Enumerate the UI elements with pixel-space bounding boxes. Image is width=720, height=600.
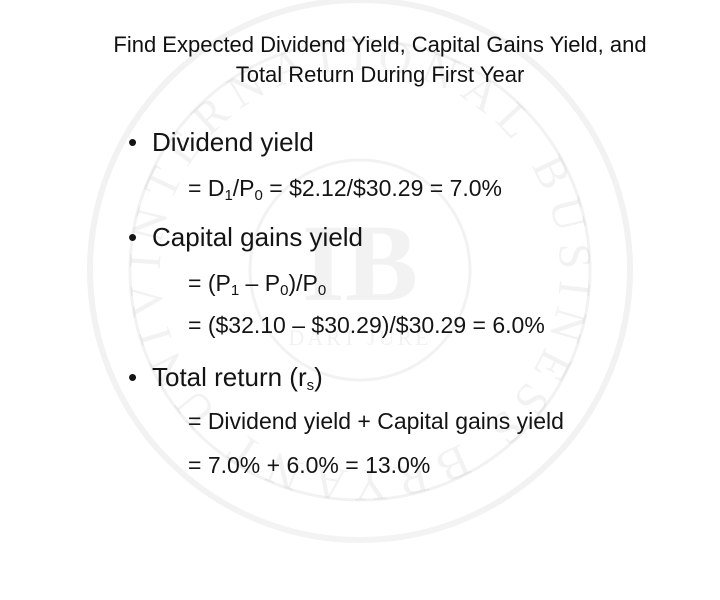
slide-title-line2: Total Return During First Year [235, 62, 525, 87]
dividend-yield-label: Dividend yield [152, 127, 314, 157]
dividend-yield-formula: = D1/P0 = $2.12/$30.29 = 7.0% [188, 174, 503, 204]
slide-title: Find Expected Dividend Yield, Capital Ga… [40, 30, 720, 90]
formula-text: )/P [288, 270, 318, 296]
formula-subscript: 1 [230, 282, 240, 299]
formula-text: = (P [188, 270, 231, 296]
watermark-seal: INTERNATIONAL BUSINESS BRYANT UNIVERSITY… [60, 0, 633, 543]
total-return-subscript: s [306, 377, 315, 394]
formula-subscript: 0 [254, 187, 263, 204]
formula-text: = D [188, 175, 225, 201]
formula-text: = $2.12/$30.29 = 7.0% [262, 175, 503, 201]
capital-gains-formula: = (P1 – P0)/P0 [188, 269, 327, 299]
watermark-center-letters: IB [302, 202, 418, 324]
total-return-calculation: = 7.0% + 6.0% = 13.0% [188, 452, 431, 478]
capital-gains-yield-label: Capital gains yield [152, 222, 364, 252]
total-return-label: Total return (r [152, 362, 307, 392]
formula-text: /P [232, 175, 255, 201]
bullet-dot: • [128, 222, 138, 252]
bullet-dividend-yield: • Dividend yield [128, 127, 314, 157]
bullet-capital-gains-yield: • Capital gains yield [128, 222, 363, 252]
total-return-formula: = Dividend yield + Capital gains yield [188, 408, 564, 434]
bullet-dot: • [128, 362, 138, 392]
slide-title-line1: Find Expected Dividend Yield, Capital Ga… [113, 32, 647, 57]
bullet-total-return: • Total return (rs) [128, 362, 323, 394]
formula-subscript: 0 [280, 282, 289, 299]
formula-subscript: 1 [224, 187, 233, 204]
formula-subscript: 0 [317, 282, 327, 299]
bullet-dot: • [128, 127, 138, 157]
capital-gains-calculation: = ($32.10 – $30.29)/$30.29 = 6.0% [188, 312, 545, 338]
total-return-label-close: ) [314, 362, 323, 392]
formula-text: – P [239, 270, 281, 296]
